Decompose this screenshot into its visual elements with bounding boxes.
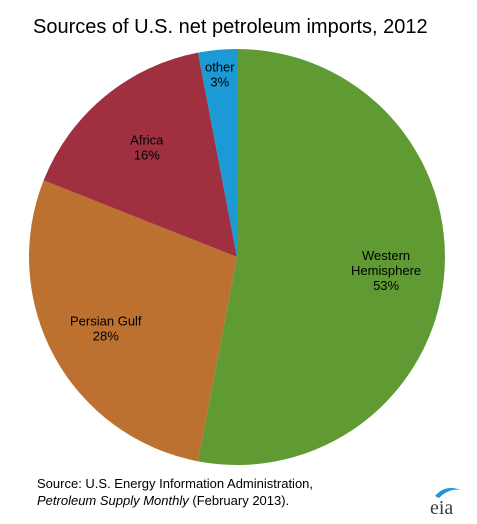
source-line-2: Petroleum Supply Monthly (February 2013)… xyxy=(37,492,313,509)
slice-category-label: Africa xyxy=(130,133,164,148)
pie-slice-africa xyxy=(43,52,237,258)
pie-slice-other xyxy=(198,49,237,257)
source-date: (February 2013). xyxy=(188,493,290,508)
chart-title: Sources of U.S. net petroleum imports, 2… xyxy=(33,16,428,38)
pie-slice-western-hemisphere xyxy=(198,49,445,465)
eia-logo-text: eia xyxy=(430,497,453,518)
slice-value-label: 3% xyxy=(210,74,229,89)
source-note: Source: U.S. Energy Information Administ… xyxy=(37,475,313,509)
slice-category-label: Western xyxy=(362,248,410,263)
eia-logo: eia xyxy=(430,488,461,518)
slice-value-label: 16% xyxy=(134,148,160,163)
slice-value-label: 53% xyxy=(373,278,399,293)
slice-category-label: Persian Gulf xyxy=(70,314,142,329)
pie-slice-persian-gulf xyxy=(29,180,238,462)
pie-slices xyxy=(29,49,445,465)
source-line-1: Source: U.S. Energy Information Administ… xyxy=(37,476,314,491)
slice-value-label: 28% xyxy=(93,329,119,344)
slice-category-label: Hemisphere xyxy=(351,263,421,278)
eia-logo-swoosh xyxy=(435,488,461,498)
slice-category-label: other xyxy=(205,59,235,74)
source-publication: Petroleum Supply Monthly xyxy=(37,493,189,508)
